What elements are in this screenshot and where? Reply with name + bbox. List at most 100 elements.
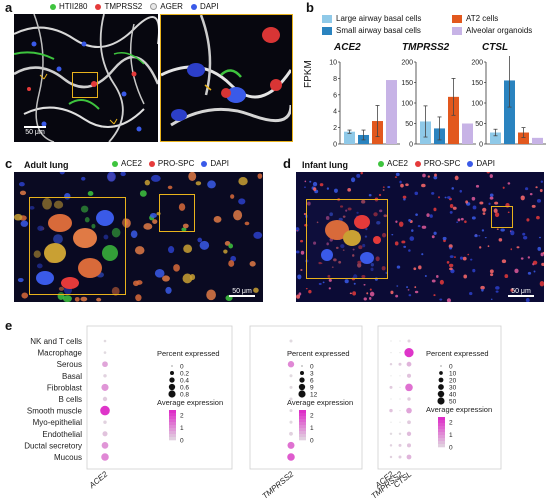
cell xyxy=(462,256,467,261)
cell xyxy=(465,200,469,204)
cell xyxy=(368,296,372,300)
color-gradient-step xyxy=(299,425,306,429)
cell xyxy=(520,257,524,260)
cell xyxy=(182,223,189,229)
color-gradient-step xyxy=(299,434,306,438)
cell xyxy=(450,269,455,274)
cell xyxy=(139,190,147,197)
cell xyxy=(178,203,186,211)
cell xyxy=(539,189,543,193)
cell xyxy=(130,230,138,238)
legend-large-airway: Large airway basal cells xyxy=(322,14,421,23)
cell xyxy=(418,265,422,270)
cell xyxy=(379,209,383,213)
cell-type-label: Serous xyxy=(57,360,82,369)
micrograph-a-overview: 50 μm xyxy=(14,14,158,142)
bar xyxy=(344,131,355,144)
size-legend-dot xyxy=(300,371,304,375)
cell xyxy=(449,203,454,209)
size-legend-label: 0.8 xyxy=(180,392,189,399)
cell xyxy=(472,205,477,210)
micrograph-c: 50 μm xyxy=(14,172,263,302)
cell xyxy=(414,286,417,289)
cell xyxy=(414,290,419,294)
y-tick-label: 2 xyxy=(333,125,337,132)
size-legend-label: 9 xyxy=(310,385,314,392)
cell xyxy=(300,250,305,255)
cell xyxy=(451,187,454,190)
cell xyxy=(150,212,157,218)
bar xyxy=(462,123,473,144)
cell xyxy=(415,213,418,217)
color-gradient-step xyxy=(299,419,306,423)
size-legend-dot xyxy=(170,371,174,375)
dot xyxy=(399,352,401,354)
cell xyxy=(395,172,400,177)
cell xyxy=(144,179,150,186)
dot xyxy=(102,396,108,402)
cell xyxy=(436,275,439,278)
size-legend-label: 10 xyxy=(449,371,457,378)
dot xyxy=(101,453,109,461)
size-legend-label: 0 xyxy=(449,364,453,371)
cell-type-label: NK and T cells xyxy=(30,337,82,346)
cell xyxy=(500,228,505,232)
dot xyxy=(289,385,293,389)
cell xyxy=(540,180,544,183)
dot xyxy=(390,340,392,342)
cell xyxy=(318,261,322,265)
color-gradient-step xyxy=(438,429,445,433)
cell xyxy=(484,237,487,239)
size-legend-title: Percent expressed xyxy=(157,349,220,358)
cell xyxy=(522,232,526,236)
cell xyxy=(479,246,482,249)
cell xyxy=(454,175,459,181)
cell-type-label: Fibroblast xyxy=(47,383,83,392)
cell xyxy=(433,175,438,180)
cell xyxy=(495,290,499,293)
color-gradient-step xyxy=(169,410,176,414)
size-legend-dot xyxy=(437,397,445,405)
panel-label-e: e xyxy=(5,318,13,333)
cell xyxy=(298,292,302,296)
dot xyxy=(399,340,401,342)
cell xyxy=(33,250,41,258)
color-legend-tick: 0 xyxy=(449,445,453,452)
dot xyxy=(390,352,392,354)
cell xyxy=(405,183,409,187)
dot-panel-frame xyxy=(86,325,233,470)
dot xyxy=(287,361,295,368)
y-tick-label: 0 xyxy=(479,142,483,149)
legend-pro-spc: PRO-SPC xyxy=(414,159,460,168)
panel-label-a: a xyxy=(5,0,13,15)
cell xyxy=(81,176,86,181)
size-legend-dot xyxy=(438,384,444,390)
gene-label: ACE2 xyxy=(87,469,110,490)
dot xyxy=(407,420,411,425)
cell xyxy=(36,263,43,269)
cell xyxy=(296,250,300,254)
cell xyxy=(475,184,480,188)
cell xyxy=(335,246,339,250)
cell xyxy=(238,198,246,205)
cell xyxy=(390,290,394,295)
cell xyxy=(257,173,263,179)
cell xyxy=(369,291,375,297)
color-legend-tick: 0 xyxy=(310,438,314,445)
cell xyxy=(365,227,368,231)
color-gradient-step xyxy=(169,419,176,423)
dot xyxy=(399,410,401,412)
y-tick-label: 8 xyxy=(333,76,337,83)
cell xyxy=(479,201,484,205)
cell xyxy=(103,234,109,240)
dot xyxy=(407,397,411,401)
cell xyxy=(496,228,499,231)
cell xyxy=(434,173,437,177)
cell-type-label: Endothelial xyxy=(42,430,82,439)
cell xyxy=(421,225,427,229)
cell-type-labels: NK and T cells Macrophage Serous Basal Fibro… xyxy=(24,337,83,462)
cell xyxy=(347,207,352,211)
legend-at2: AT2 cells xyxy=(452,14,498,23)
cell xyxy=(399,180,402,184)
tissue-image-d xyxy=(296,172,544,302)
